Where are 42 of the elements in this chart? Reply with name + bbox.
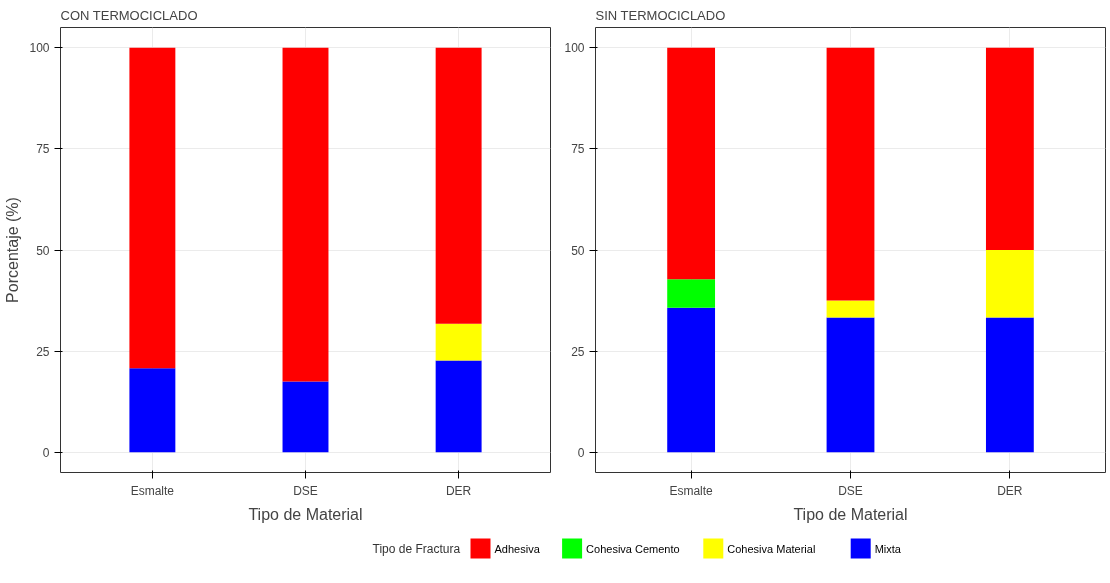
y-tick-label: 75: [571, 142, 585, 157]
bar: [667, 307, 716, 453]
y-tick-label: 0: [42, 445, 50, 460]
y-tick-label: 50: [36, 243, 50, 258]
bar: [985, 250, 1034, 318]
x-tick-label: Esmalte: [130, 483, 175, 498]
legend-title: Tipo de Fractura: [372, 541, 461, 556]
legend-label: Mixta: [874, 542, 902, 555]
x-tick-label: DER: [445, 483, 472, 498]
bar: [282, 381, 329, 453]
y-tick-label: 25: [571, 344, 585, 359]
bar: [435, 47, 482, 324]
bar: [985, 47, 1034, 250]
legend-label: Cohesiva Material: [727, 542, 816, 555]
legend-label: Cohesiva Cemento: [586, 542, 680, 555]
y-tick-label: 100: [29, 41, 50, 56]
chart-title: SIN TERMOCICLADO: [595, 7, 726, 23]
bar: [985, 317, 1034, 453]
bar: [667, 279, 716, 308]
bar: [129, 368, 176, 453]
x-tick-label: DER: [997, 483, 1023, 498]
y-tick-label: 50: [571, 243, 585, 258]
x-tick-label: Esmalte: [669, 483, 714, 498]
bar: [282, 47, 329, 382]
bar: [826, 317, 875, 453]
bar: [435, 360, 482, 453]
bar: [826, 47, 875, 301]
x-tick-label: DSE: [838, 483, 863, 498]
x-axis-title: Tipo de Material: [793, 505, 908, 523]
y-axis-title: Porcentaje (%): [4, 197, 22, 303]
y-tick-label: 100: [564, 41, 585, 56]
bar: [826, 300, 875, 318]
y-tick-label: 75: [36, 142, 50, 157]
y-tick-label: 0: [577, 445, 585, 460]
y-tick-label: 25: [36, 344, 50, 359]
x-tick-label: DSE: [293, 483, 318, 498]
bar: [667, 47, 716, 280]
chart-title: CON TERMOCICLADO: [60, 7, 198, 23]
legend-label: Adhesiva: [494, 542, 541, 555]
bar: [129, 47, 176, 369]
x-axis-title: Tipo de Material: [248, 505, 363, 523]
bar: [435, 323, 482, 361]
